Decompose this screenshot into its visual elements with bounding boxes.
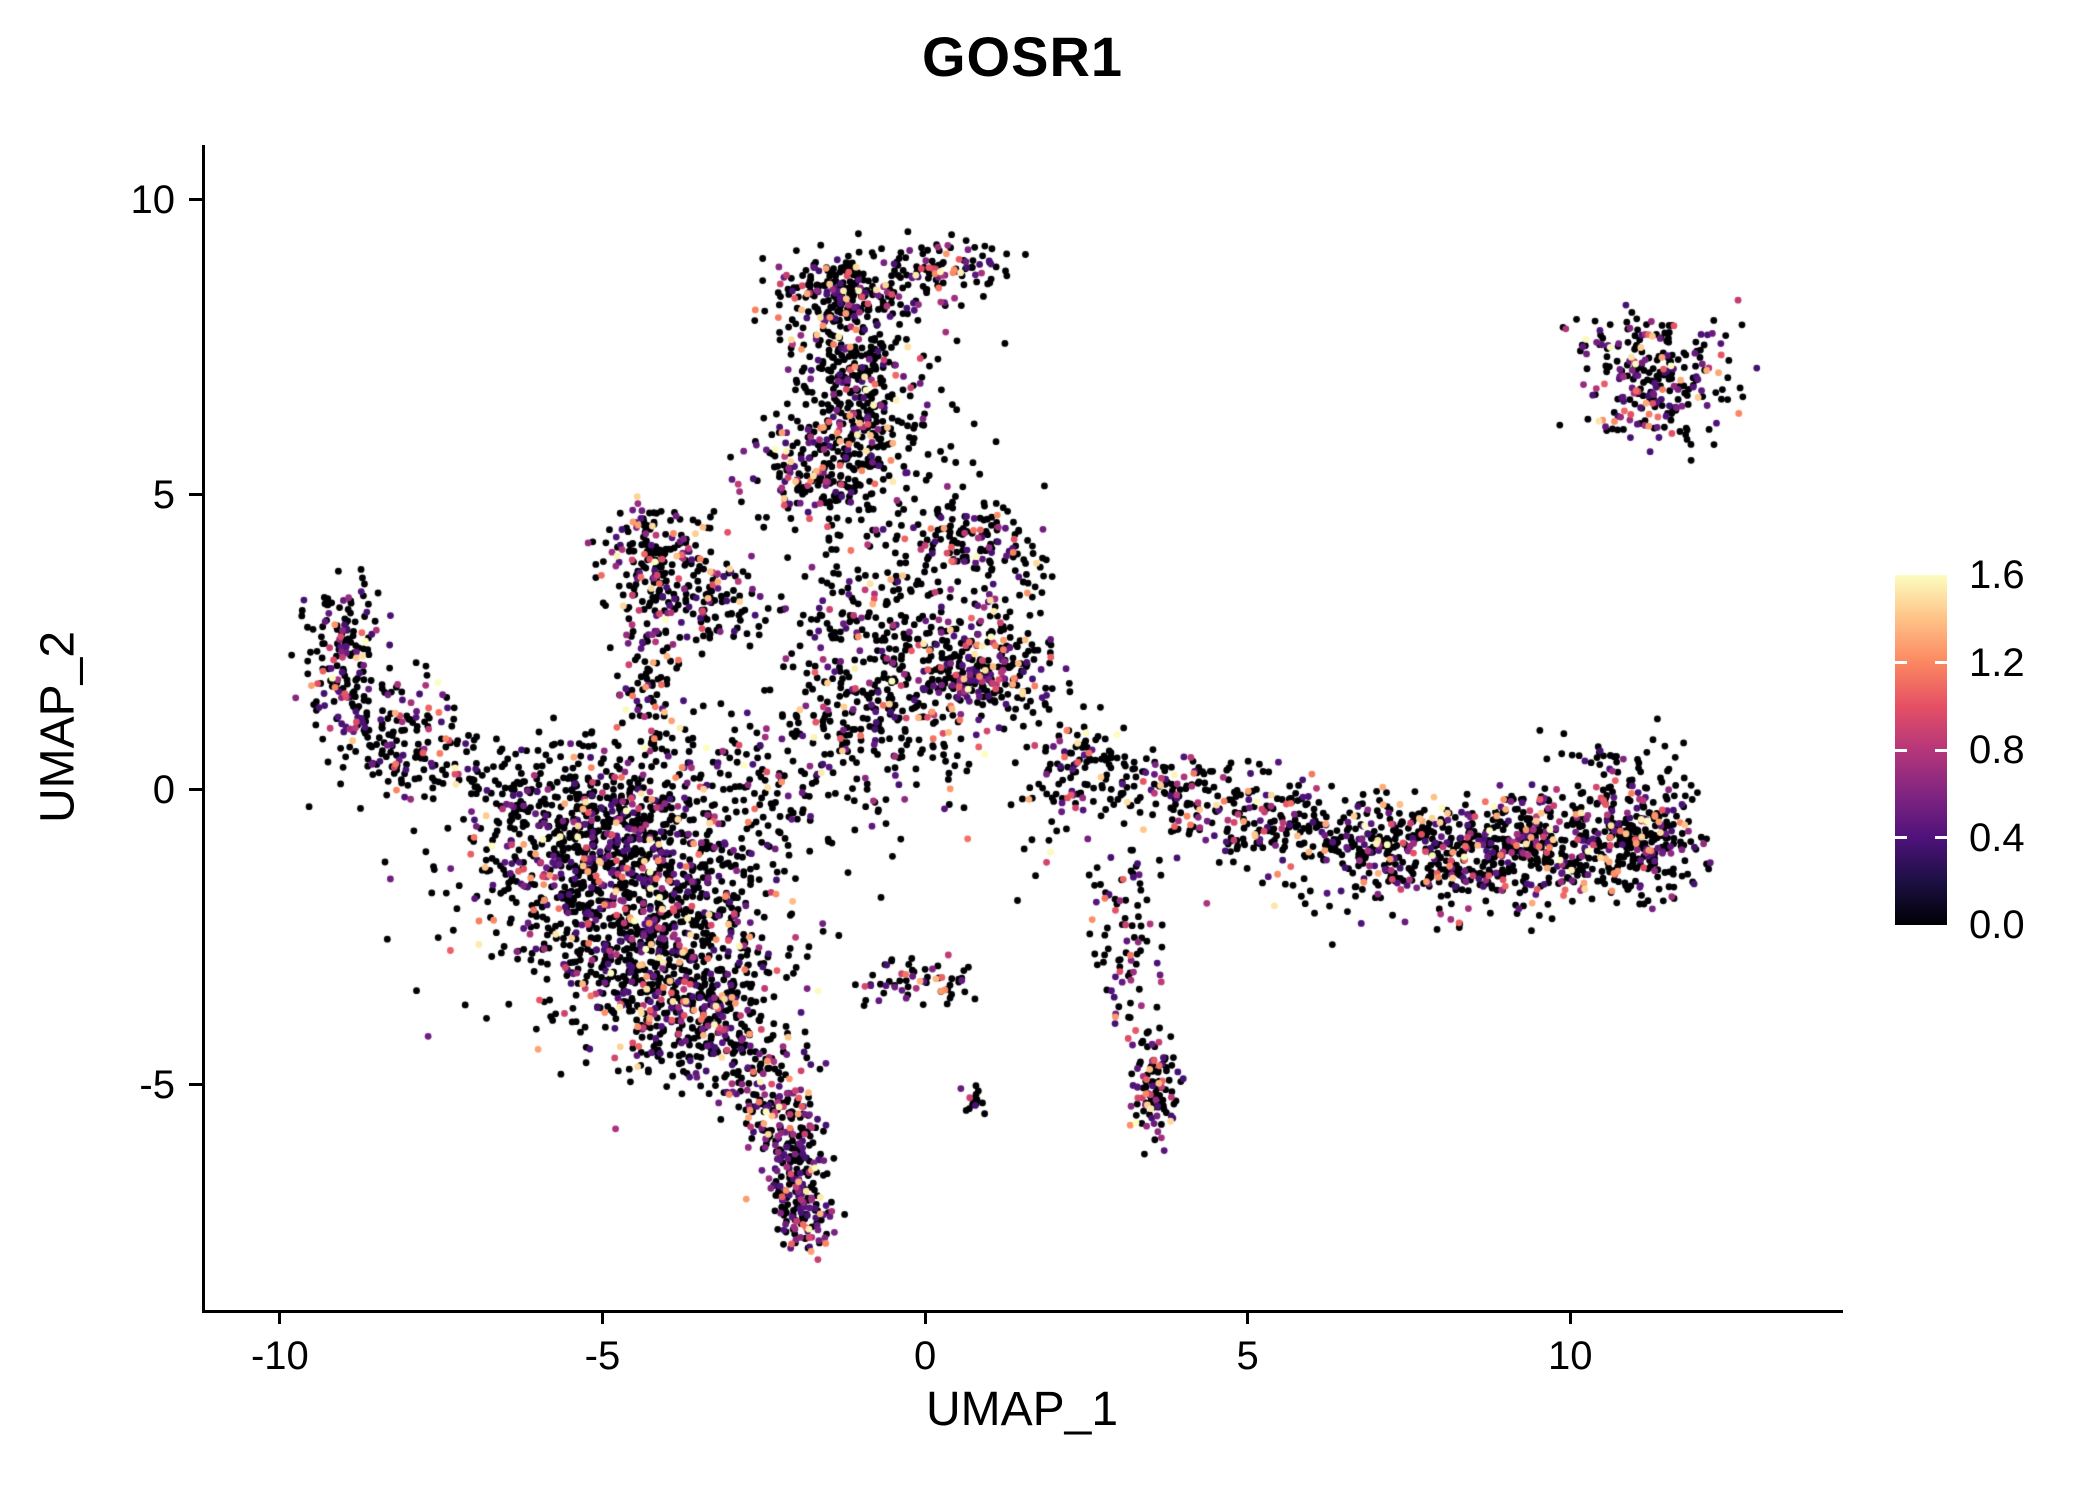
x-tick-label: 0 bbox=[913, 1334, 937, 1378]
colorbar-tick-label: 0.8 bbox=[1969, 728, 2025, 772]
y-tick-mark bbox=[189, 1083, 203, 1087]
plot-title: GOSR1 bbox=[921, 25, 1124, 88]
x-axis-line bbox=[202, 1310, 1843, 1313]
colorbar-tick-mark bbox=[1935, 661, 1947, 664]
y-tick-label: 10 bbox=[130, 177, 176, 222]
x-tick-label: -10 bbox=[250, 1334, 309, 1378]
y-tick-mark bbox=[189, 198, 203, 202]
y-tick-mark bbox=[189, 788, 203, 792]
x-tick-mark bbox=[278, 1310, 282, 1324]
colorbar-tick-label: 1.6 bbox=[1969, 553, 2025, 597]
x-tick-mark bbox=[1568, 1310, 1572, 1324]
y-tick-mark bbox=[189, 493, 203, 497]
y-tick-label: 0 bbox=[152, 767, 175, 812]
x-axis-label: UMAP_1 bbox=[925, 1383, 1119, 1436]
colorbar-tick-mark bbox=[1895, 836, 1907, 839]
colorbar-tick-label: 0.4 bbox=[1969, 815, 2025, 860]
colorbar-tick-mark bbox=[1935, 748, 1947, 752]
umap-points-canvas bbox=[205, 145, 1840, 1310]
x-tick-mark bbox=[923, 1310, 927, 1324]
y-tick-label: 5 bbox=[152, 472, 175, 517]
colorbar-tick-mark bbox=[1895, 661, 1907, 664]
y-tick-label: -5 bbox=[139, 1062, 175, 1107]
x-tick-mark bbox=[1246, 1310, 1250, 1324]
x-tick-label: -5 bbox=[584, 1334, 621, 1378]
colorbar-tick-mark bbox=[1895, 748, 1907, 752]
x-tick-mark bbox=[600, 1310, 604, 1324]
colorbar-tick-label: 0.0 bbox=[1969, 903, 2025, 947]
x-tick-label: 5 bbox=[1236, 1334, 1259, 1378]
colorbar-tick-label: 1.2 bbox=[1969, 640, 2025, 685]
y-axis-line bbox=[202, 145, 205, 1313]
x-tick-label: 10 bbox=[1548, 1334, 1593, 1378]
colorbar-tick-mark bbox=[1935, 836, 1947, 839]
